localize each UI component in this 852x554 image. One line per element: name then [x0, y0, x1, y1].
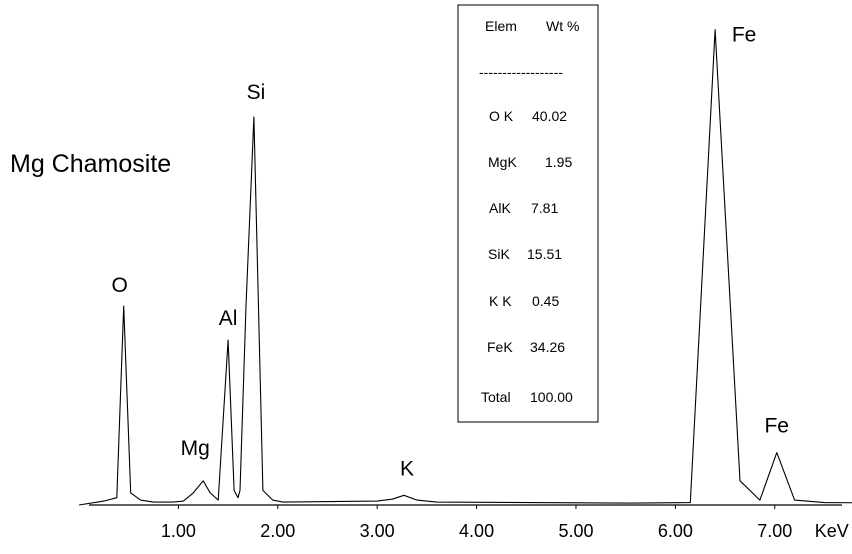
- x-tick-label: 1.00: [161, 521, 196, 541]
- spectrum-series-line: [78, 29, 852, 506]
- plot-layer: [78, 29, 852, 506]
- table-row-element: MgK: [488, 154, 517, 170]
- table-row-element: AlK: [489, 200, 511, 216]
- axis-layer: 1.00 2.00 3.00 4.00 5.00 6.00 7.00 KeV: [89, 504, 849, 541]
- composition-table-border: [457, 4, 599, 423]
- composition-table: Elem Wt % ------------------ O K 40.02 M…: [457, 4, 599, 423]
- peak-label: Fe: [732, 24, 757, 47]
- x-axis-label: KeV: [815, 521, 849, 541]
- chart-title: Mg Chamosite: [10, 150, 171, 178]
- table-row-element: K K: [489, 293, 512, 309]
- x-tick-label: 4.00: [459, 521, 494, 541]
- table-row-element: SiK: [488, 246, 510, 262]
- peak-label: K: [400, 457, 414, 480]
- peak-label: Si: [247, 81, 266, 104]
- table-row-value: 1.95: [545, 154, 572, 170]
- peak-label: O: [112, 274, 128, 297]
- table-divider: ------------------: [479, 64, 563, 80]
- table-row-value: 7.81: [531, 200, 558, 216]
- table-total-label: Total: [481, 389, 511, 405]
- table-header-element: Elem: [485, 18, 517, 34]
- x-tick-label: 5.00: [558, 521, 593, 541]
- peak-label: Mg: [181, 437, 210, 460]
- table-row-value: 0.45: [532, 293, 559, 309]
- x-tick-label: 3.00: [360, 521, 395, 541]
- peak-label: Al: [219, 307, 238, 330]
- table-row-element: O K: [489, 108, 514, 124]
- table-header-value: Wt %: [546, 18, 579, 34]
- x-tick-label: 6.00: [658, 521, 693, 541]
- table-row-value: 34.26: [530, 339, 565, 355]
- x-tick-label: 7.00: [757, 521, 792, 541]
- table-total-value: 100.00: [530, 389, 573, 405]
- table-row-value: 40.02: [532, 108, 567, 124]
- table-row-element: FeK: [487, 339, 513, 355]
- table-row-value: 15.51: [527, 246, 562, 262]
- peak-label: Fe: [764, 415, 789, 438]
- x-tick-label: 2.00: [260, 521, 295, 541]
